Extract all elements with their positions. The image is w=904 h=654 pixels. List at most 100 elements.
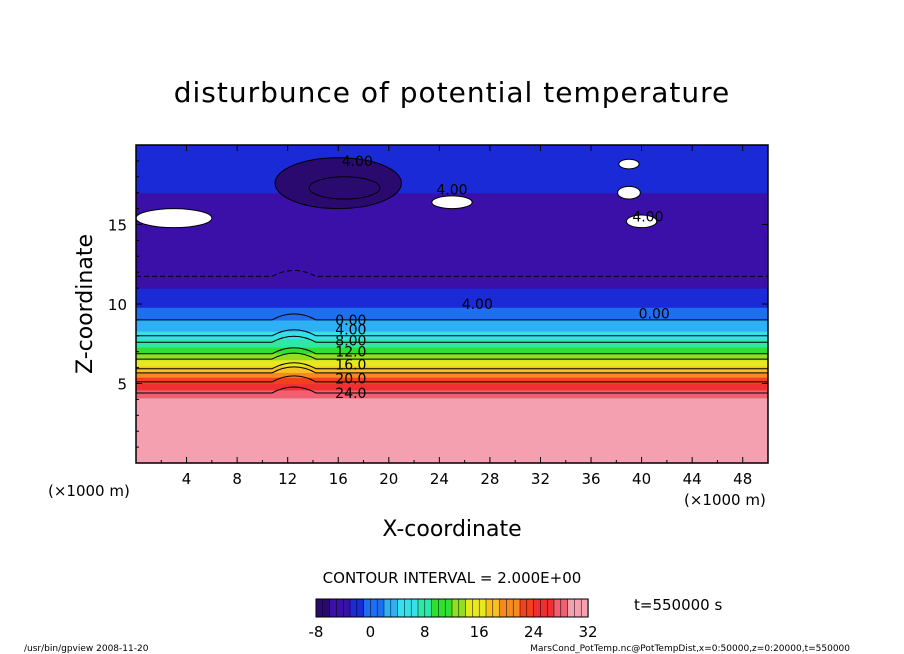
field-band: [136, 261, 768, 264]
field-band: [136, 288, 768, 291]
colorbar-segment: [465, 598, 474, 618]
field-band: [136, 370, 768, 373]
colorbar-segment: [472, 598, 480, 618]
field-band: [136, 184, 768, 187]
field-band: [136, 208, 768, 211]
field-band: [136, 186, 768, 189]
field-band: [136, 172, 768, 175]
colorbar-segment: [458, 598, 467, 618]
field-band: [136, 447, 768, 450]
colorbar-segment: [499, 598, 508, 618]
colorbar-segment: [431, 598, 440, 618]
field-band: [136, 362, 768, 366]
colorbar-segment: [451, 598, 460, 618]
field-band: [136, 227, 768, 230]
x-tick-label: 48: [733, 470, 752, 488]
colorbar-tick-label: 32: [578, 623, 597, 641]
field-band: [136, 292, 768, 296]
field-band: [136, 265, 768, 269]
field-band: [136, 353, 768, 356]
field-band: [136, 218, 768, 221]
field-band: [136, 145, 768, 148]
field-band: [136, 273, 768, 276]
x-tick-label: 16: [329, 470, 348, 488]
field-band: [136, 385, 768, 388]
field-band: [136, 259, 768, 262]
colorbar-segment: [485, 598, 494, 618]
field-band: [136, 413, 768, 416]
field-band: [136, 289, 768, 292]
colorbar-segment: [349, 598, 358, 618]
field-band: [136, 245, 768, 248]
field-band: [136, 324, 768, 327]
undefined-regions: [135, 158, 658, 229]
field-band: [136, 350, 768, 353]
field-band: [136, 458, 768, 461]
chart-title: disturbunce of potential temperature: [174, 76, 731, 109]
field-band: [136, 304, 768, 307]
field-band: [136, 445, 768, 448]
field-band: [136, 191, 768, 194]
field-band: [136, 216, 768, 219]
field-band: [136, 224, 768, 227]
field-band: [136, 159, 768, 162]
colorbar-segment: [438, 598, 446, 618]
field-band: [136, 281, 768, 284]
field-band: [136, 210, 768, 213]
contour-line: [136, 269, 768, 277]
field-band: [136, 192, 768, 195]
field-band: [136, 429, 768, 432]
contour-line: [136, 335, 768, 343]
field-band: [136, 305, 768, 308]
field-band: [136, 286, 768, 289]
field-band: [136, 378, 768, 381]
field-band: [136, 396, 768, 399]
field-band: [136, 308, 768, 311]
colorbar-segment: [492, 598, 501, 618]
x-tick-label: 4: [182, 470, 192, 488]
colorbar-segment: [383, 598, 392, 618]
colorbar-segment: [526, 598, 535, 618]
field-band: [136, 459, 768, 463]
field-band: [136, 440, 768, 443]
contour-label: 0.00: [639, 307, 670, 323]
colorbar-frame: [315, 598, 589, 618]
field-band: [136, 294, 768, 297]
field-band: [136, 156, 768, 159]
field-band: [136, 394, 768, 397]
field-band: [136, 248, 768, 251]
colorbar-segment: [404, 598, 412, 618]
field-band: [136, 148, 768, 151]
field-band: [136, 327, 768, 331]
field-band: [136, 283, 768, 286]
field-band: [136, 272, 768, 275]
field-band: [136, 412, 768, 415]
field-band: [136, 173, 768, 176]
undefined-region: [135, 208, 213, 229]
field-band: [136, 332, 768, 335]
field-band: [136, 179, 768, 183]
field-band: [136, 167, 768, 170]
field-band: [136, 307, 768, 310]
colorbar-tick-label: 0: [366, 623, 376, 641]
field-band: [136, 269, 768, 272]
field-band: [136, 351, 768, 354]
field-band: [136, 356, 768, 359]
colorbar-segment: [397, 598, 406, 618]
field-band: [136, 291, 768, 294]
x-unit-left: (×1000 m): [48, 482, 130, 500]
contour-label: 16.0: [335, 357, 366, 373]
colorbar-segment: [540, 598, 548, 618]
field-band: [136, 243, 768, 246]
field-band: [136, 284, 768, 288]
field-band: [136, 175, 768, 178]
field-band: [136, 254, 768, 257]
time-label: t=550000 s: [634, 596, 722, 614]
field-band: [136, 300, 768, 304]
field-band: [136, 149, 768, 152]
field-band: [136, 256, 768, 259]
contour-label: 4.00: [462, 297, 493, 313]
field-band: [136, 348, 768, 351]
contour-line: [136, 366, 768, 374]
y-tick-label: 5: [117, 376, 127, 394]
